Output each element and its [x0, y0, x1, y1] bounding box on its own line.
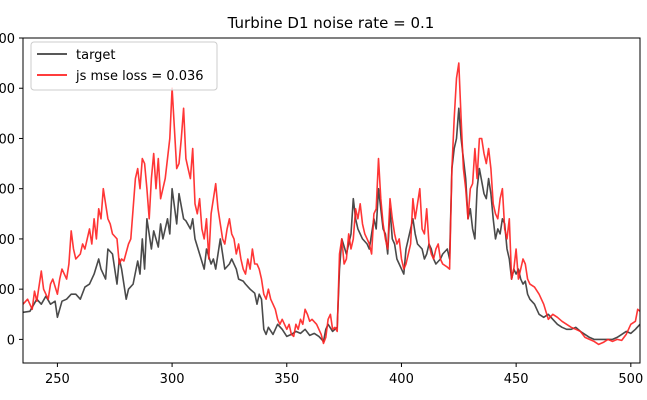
legend-label-target: target [76, 48, 116, 63]
y-tick-label: 00 [0, 132, 15, 147]
chart-title: Turbine D1 noise rate = 0.1 [227, 14, 435, 32]
y-tick-label: 00 [0, 283, 15, 298]
legend-box [30, 41, 218, 91]
x-tick-label: 500 [618, 372, 643, 387]
y-tick-label: 00 [0, 233, 15, 248]
x-tick-label: 350 [274, 372, 299, 387]
y-tick-label: 0 [7, 333, 15, 348]
legend: target js mse loss = 0.036 [30, 41, 218, 91]
x-tick-label: 250 [45, 372, 70, 387]
x-tick-label: 450 [504, 372, 529, 387]
x-tick-label: 300 [160, 372, 185, 387]
x-axis: 250 300 350 400 450 500 [45, 363, 643, 387]
series-layer [23, 62, 640, 346]
y-tick-label: 00 [0, 183, 15, 198]
series-line-prediction [23, 62, 640, 346]
legend-label-prediction: js mse loss = 0.036 [75, 69, 204, 84]
plot-frame [22, 37, 641, 364]
y-tick-label: 00 [0, 82, 15, 97]
x-tick-label: 400 [389, 372, 414, 387]
y-tick-label: 00 [0, 32, 15, 47]
